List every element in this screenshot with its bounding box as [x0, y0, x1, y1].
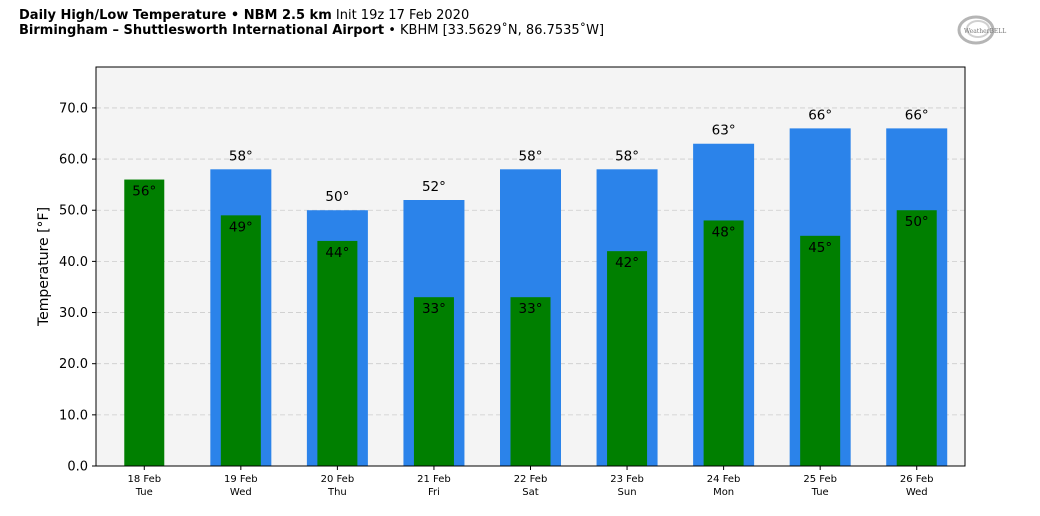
- low-temp-bar: [896, 210, 937, 466]
- y-tick-label: 30.0: [59, 306, 88, 321]
- low-temp-label: 42°: [615, 255, 639, 271]
- x-tick-day: Tue: [135, 487, 153, 498]
- x-tick-date: 24 Feb: [707, 474, 741, 485]
- low-temp-bar: [607, 251, 648, 466]
- low-temp-bar: [800, 235, 841, 466]
- x-tick-day: Sat: [522, 487, 538, 498]
- chart-header: Daily High/Low Temperature • NBM 2.5 km …: [19, 8, 604, 38]
- low-temp-label: 50°: [905, 214, 929, 230]
- low-temp-label: 33°: [519, 301, 543, 317]
- x-tick-day: Thu: [327, 487, 347, 498]
- x-tick-date: 25 Feb: [803, 474, 837, 485]
- x-tick-day: Sun: [618, 487, 637, 498]
- high-temp-label: 58°: [229, 148, 253, 164]
- x-tick-date: 21 Feb: [417, 474, 451, 485]
- header-line-1: Daily High/Low Temperature • NBM 2.5 km …: [19, 8, 604, 23]
- low-temp-bar: [124, 179, 165, 467]
- low-temp-label: 33°: [422, 301, 446, 317]
- x-tick-date: 22 Feb: [514, 474, 548, 485]
- y-tick-label: 0.0: [67, 460, 88, 475]
- y-tick-label: 50.0: [59, 204, 88, 219]
- high-temp-label: 66°: [905, 107, 929, 123]
- y-tick-label: 10.0: [59, 408, 88, 423]
- x-tick-date: 26 Feb: [900, 474, 934, 485]
- high-temp-label: 58°: [615, 148, 639, 164]
- y-axis-label: Temperature [°F]: [36, 207, 52, 327]
- x-tick-date: 20 Feb: [321, 474, 355, 485]
- station-info: • KBHM [33.5629˚N, 86.7535˚W]: [388, 23, 605, 38]
- low-temp-bar: [510, 297, 551, 466]
- low-temp-bar: [220, 215, 261, 466]
- high-temp-label: 58°: [519, 148, 543, 164]
- x-tick-date: 23 Feb: [610, 474, 644, 485]
- location-name: Birmingham – Shuttlesworth International…: [19, 23, 385, 38]
- low-temp-bar: [703, 220, 744, 466]
- low-temp-bar: [413, 297, 454, 466]
- x-tick-day: Mon: [713, 487, 734, 498]
- high-temp-label: 52°: [422, 179, 446, 195]
- x-tick-day: Wed: [906, 487, 928, 498]
- init-time: Init 19z 17 Feb 2020: [335, 8, 470, 23]
- chart-title: Daily High/Low Temperature • NBM 2.5 km: [19, 8, 332, 23]
- high-temp-label: 66°: [808, 107, 832, 123]
- low-temp-bar: [317, 240, 358, 466]
- x-tick-day: Wed: [230, 487, 252, 498]
- x-tick-day: Fri: [428, 487, 440, 498]
- low-temp-label: 56°: [132, 184, 156, 200]
- plot-frame: [95, 66, 966, 467]
- low-temp-label: 44°: [325, 245, 349, 261]
- low-temp-label: 45°: [808, 240, 832, 256]
- high-temp-label: 63°: [712, 123, 736, 139]
- y-tick-label: 60.0: [59, 153, 88, 168]
- weatherbell-logo: WeatherBELL: [957, 15, 1006, 45]
- header-line-2: Birmingham – Shuttlesworth International…: [19, 23, 604, 38]
- y-tick-label: 70.0: [59, 101, 88, 116]
- x-tick-day: Tue: [811, 487, 829, 498]
- high-temp-label: 50°: [325, 189, 349, 205]
- low-temp-label: 48°: [712, 224, 736, 240]
- y-tick-label: 40.0: [59, 255, 88, 270]
- x-tick-date: 18 Feb: [127, 474, 161, 485]
- y-tick-label: 20.0: [59, 357, 88, 372]
- x-tick-date: 19 Feb: [224, 474, 258, 485]
- low-temp-label: 49°: [229, 219, 253, 235]
- logo-text: WeatherBELL: [964, 28, 1006, 35]
